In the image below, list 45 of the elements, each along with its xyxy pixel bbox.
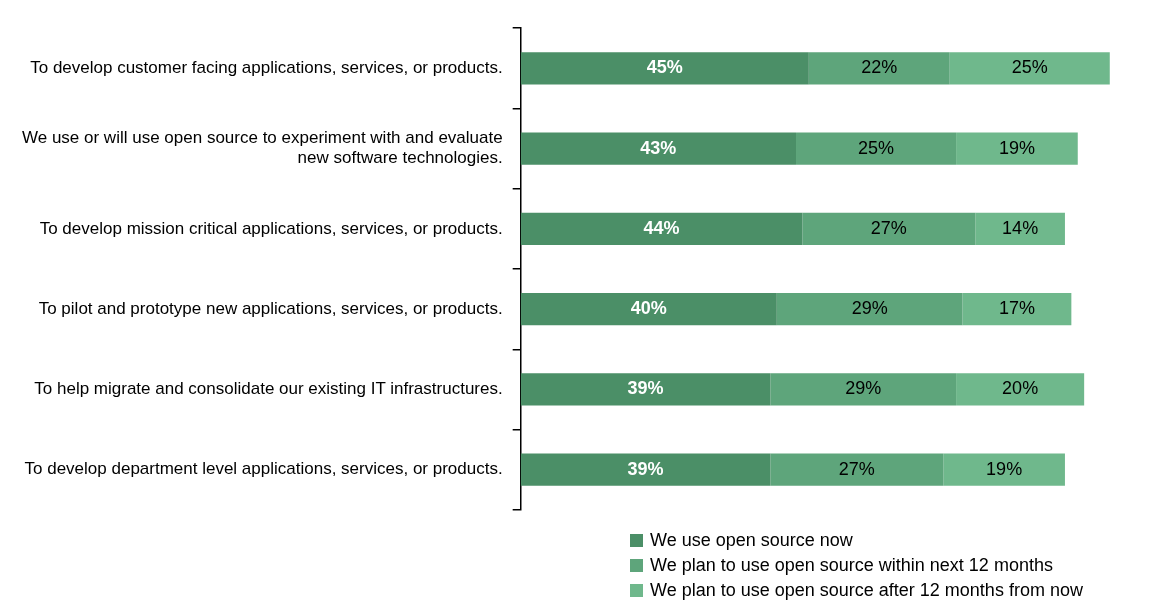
data-label: 43% (640, 137, 677, 158)
data-label: 44% (643, 217, 680, 238)
data-label: 25% (1011, 57, 1048, 78)
bar (520, 132, 797, 165)
y-tick-label: To pilot and prototype new applications, services, or products. (38, 298, 503, 318)
data-label: 19% (998, 137, 1035, 158)
data-label: 29% (845, 378, 882, 399)
bar (776, 293, 963, 326)
data-label: 25% (858, 137, 895, 158)
data-label: 29% (851, 298, 888, 319)
y-tick-label: We use or will use open source to experiment with and evaluate new software technologies. (21, 128, 503, 168)
y-tick-label: To develop department level applications, services, or products. (24, 459, 503, 479)
bar (520, 212, 803, 245)
bar (949, 52, 1110, 85)
data-label: 17% (998, 298, 1035, 319)
bar (956, 373, 1085, 406)
y-tick-label: To develop mission critical applications, services, or products. (39, 218, 503, 238)
bar (796, 132, 957, 165)
bar (520, 293, 777, 326)
bar (520, 453, 771, 486)
bar (802, 212, 976, 245)
bar (770, 373, 957, 406)
data-label: 14% (1002, 217, 1039, 238)
y-tick-label: To develop customer facing applications, services, or products. (30, 58, 503, 78)
data-label: 19% (986, 458, 1023, 479)
bar (770, 453, 944, 486)
bar (808, 52, 950, 85)
bar (956, 132, 1078, 165)
data-label: 39% (627, 378, 664, 399)
legend-label: We plan to use open source after 12 months from now (650, 580, 1083, 601)
y-tick-label: To help migrate and consolidate our existing IT infrastructures. (34, 379, 503, 399)
bar (943, 453, 1065, 486)
data-label: 27% (870, 217, 907, 238)
data-label: 27% (838, 458, 875, 479)
data-label: 45% (646, 57, 683, 78)
data-label: 39% (627, 458, 664, 479)
data-label: 22% (861, 57, 898, 78)
bar (962, 293, 1072, 326)
bar (975, 212, 1065, 245)
bar (520, 373, 771, 406)
data-label: 20% (1002, 378, 1039, 399)
legend-label: We use open source now (650, 530, 853, 551)
bar (520, 52, 809, 85)
data-label: 40% (630, 298, 667, 319)
legend-label: We plan to use open source within next 12 months (650, 555, 1053, 576)
